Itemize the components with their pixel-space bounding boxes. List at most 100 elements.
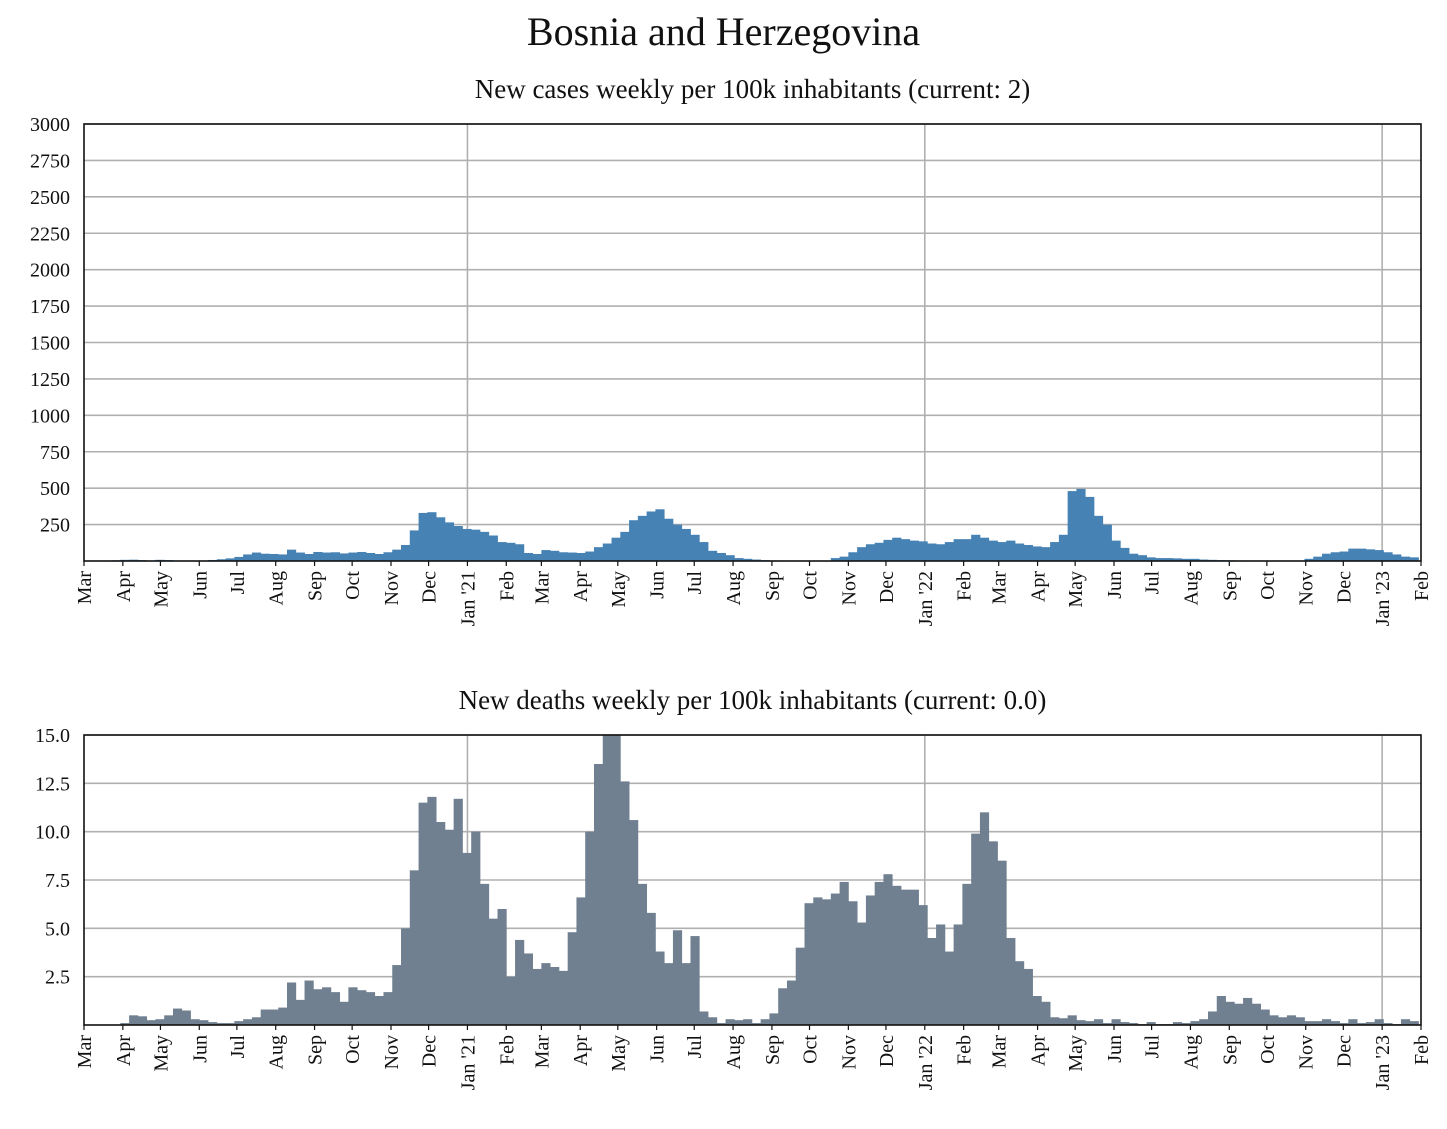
- deaths-x-tick-label: Dec: [876, 1035, 898, 1067]
- deaths-x-tick-label: Apr: [1028, 1035, 1050, 1066]
- cases-bar: [690, 534, 700, 561]
- cases-x-tick-label: May: [608, 571, 630, 608]
- cases-bar: [479, 531, 490, 561]
- deaths-bar: [760, 1019, 770, 1025]
- deaths-bar: [1207, 1011, 1218, 1025]
- cases-x-tick-label: Feb: [1411, 571, 1433, 601]
- deaths-bar: [348, 987, 358, 1025]
- cases-bar: [1313, 556, 1323, 561]
- deaths-bar: [576, 897, 586, 1025]
- deaths-bar: [822, 899, 832, 1025]
- cases-bar: [304, 554, 314, 561]
- deaths-x-tick-label: Mar: [989, 1035, 1011, 1069]
- deaths-bar: [330, 992, 341, 1025]
- deaths-bar: [497, 909, 507, 1025]
- deaths-bar: [1330, 1021, 1340, 1025]
- cases-bar: [611, 537, 621, 561]
- cases-x-tick-label: Jul: [684, 571, 706, 595]
- deaths-bar: [558, 970, 569, 1025]
- cases-bar: [1129, 553, 1139, 561]
- cases-y-tick-label: 1500: [30, 333, 70, 355]
- deaths-bar: [892, 885, 902, 1025]
- cases-bar: [1032, 546, 1042, 561]
- deaths-bar: [1260, 1009, 1270, 1025]
- deaths-bar: [593, 764, 604, 1025]
- cases-bar: [576, 552, 586, 561]
- cases-x-tick-label: Apr: [113, 571, 135, 602]
- deaths-bar: [234, 1021, 244, 1025]
- cases-x-tick-label: Jun: [1104, 571, 1126, 599]
- cases-bar: [471, 529, 481, 561]
- deaths-bar: [1120, 1022, 1130, 1025]
- cases-bar: [848, 552, 858, 561]
- cases-bar: [883, 539, 893, 561]
- deaths-bar: [1286, 1015, 1297, 1025]
- deaths-bar: [927, 938, 937, 1025]
- cases-bar: [1137, 555, 1147, 561]
- deaths-x-tick-label: Aug: [1180, 1035, 1202, 1069]
- deaths-bar: [1313, 1021, 1323, 1025]
- deaths-bar: [681, 963, 691, 1025]
- cases-bar: [523, 552, 533, 561]
- cases-bar: [585, 551, 595, 561]
- deaths-x-tick-label: May: [608, 1035, 630, 1072]
- cases-bar: [1041, 547, 1051, 561]
- cases-bar: [409, 530, 419, 561]
- cases-bar: [1357, 548, 1367, 561]
- cases-x-tick-label: Feb: [496, 571, 518, 601]
- cases-bar: [330, 552, 341, 561]
- deaths-x-tick-label: Jan '23: [1372, 1035, 1394, 1090]
- cases-bar: [708, 550, 718, 561]
- cases-y-tick-label: 1000: [30, 405, 70, 427]
- deaths-bar: [1400, 1019, 1411, 1025]
- deaths-bar: [664, 963, 674, 1025]
- cases-bar: [646, 511, 656, 561]
- cases-bar: [1006, 540, 1016, 561]
- cases-x-tick-label: Jun: [189, 571, 211, 599]
- deaths-x-tick-label: Jun: [1104, 1035, 1126, 1063]
- deaths-bar: [251, 1017, 262, 1025]
- page-title: Bosnia and Herzegovina: [526, 9, 921, 54]
- deaths-bar: [769, 1013, 779, 1025]
- deaths-plot-frame: [83, 734, 1422, 1026]
- deaths-x-tick-label: Feb: [496, 1035, 518, 1065]
- deaths-bar: [295, 999, 305, 1025]
- cases-bar: [1172, 558, 1183, 561]
- deaths-x-tick-label: Apr: [113, 1035, 135, 1066]
- deaths-x-tick-label: Oct: [800, 1035, 822, 1064]
- deaths-bar: [585, 831, 595, 1025]
- deaths-bar: [708, 1017, 718, 1025]
- deaths-bar: [734, 1020, 744, 1025]
- deaths-bar: [453, 798, 463, 1025]
- cases-bar: [1050, 542, 1060, 561]
- deaths-bar: [269, 1009, 279, 1025]
- deaths-bar: [839, 881, 849, 1025]
- deaths-bar: [813, 897, 823, 1025]
- deaths-bar: [1032, 996, 1042, 1025]
- cases-bar: [1067, 491, 1077, 561]
- cases-bar: [427, 512, 437, 561]
- cases-bar: [234, 556, 244, 561]
- cases-bar: [418, 512, 428, 561]
- deaths-bar: [146, 1020, 156, 1025]
- cases-bar: [462, 528, 472, 561]
- cases-bar: [1383, 552, 1393, 561]
- cases-x-tick-label: Jan '22: [915, 571, 937, 626]
- deaths-bar: [1023, 968, 1033, 1025]
- deaths-bar: [962, 883, 972, 1025]
- cases-bar: [497, 542, 507, 561]
- cases-bar: [655, 509, 665, 561]
- deaths-bar: [1015, 961, 1025, 1025]
- cases-bar: [453, 526, 463, 561]
- deaths-bar: [1339, 1023, 1349, 1025]
- deaths-bar: [436, 822, 446, 1025]
- cases-bar: [225, 558, 235, 561]
- cases-bar: [979, 537, 990, 561]
- cases-bar: [734, 558, 744, 561]
- cases-x-tick-label: Jan '21: [457, 571, 479, 626]
- deaths-bar: [155, 1019, 165, 1025]
- cases-bar: [550, 550, 560, 561]
- deaths-bar: [243, 1019, 253, 1025]
- deaths-bar: [313, 989, 323, 1025]
- cases-bar: [286, 549, 297, 561]
